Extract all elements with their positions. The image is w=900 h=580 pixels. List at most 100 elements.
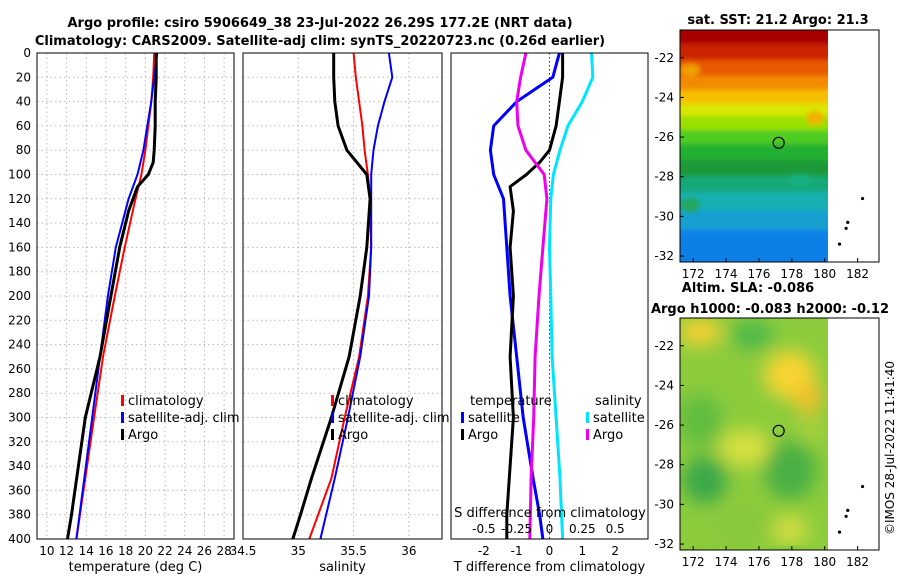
tdiff-x-tick-label: 2 [611, 544, 619, 558]
legend-swatch [331, 429, 334, 440]
map-y-tick-label: -28 [654, 170, 674, 184]
temp-x-tick-label: 24 [177, 544, 192, 558]
depth-tick-label: 220 [8, 313, 31, 327]
argo-position-marker [772, 136, 785, 149]
sdiff-tick-label: 0.5 [606, 522, 625, 536]
temp-x-tick-label: 18 [118, 544, 133, 558]
depth-tick-label: 380 [8, 508, 31, 522]
map-y-tick-label: -22 [654, 339, 674, 353]
island-marker [846, 220, 850, 224]
legend-label: climatology [338, 394, 414, 409]
map-y-tick-label: -24 [654, 378, 674, 392]
map-x-tick-label: 178 [780, 267, 803, 281]
depth-tick-label: 140 [8, 216, 31, 230]
panel-frame [450, 52, 649, 540]
map-y-tick-label: -26 [654, 130, 674, 144]
legend-swatch [331, 412, 334, 423]
depth-tick-label: 100 [8, 168, 31, 182]
legend-label: Argo [338, 428, 368, 443]
depth-tick-label: 80 [16, 143, 31, 157]
temp-x-tick-label: 10 [39, 544, 54, 558]
map-x-tick-label: 174 [715, 555, 738, 569]
argo-line [291, 53, 372, 540]
map-x-tick-label: 180 [813, 267, 836, 281]
island-marker [846, 508, 850, 512]
legend-label: satellite-adj. clim [338, 411, 450, 426]
temp-diff-argo-line [505, 53, 565, 539]
legend-temperature-title: temperature [470, 394, 552, 409]
legend-label: climatology [128, 394, 204, 409]
legend-swatch [121, 395, 124, 406]
temp-x-tick-label: 20 [138, 544, 153, 558]
depth-tick-label: 20 [16, 70, 31, 84]
map-y-tick-label: -32 [654, 537, 674, 551]
legend-label: Argo [128, 428, 158, 443]
legend-swatch [331, 395, 334, 406]
sla-map-subtitle: Argo h1000: -0.083 h2000: -0.12 [651, 302, 889, 317]
map-x-tick-label: 176 [747, 555, 770, 569]
depth-tick-label: 160 [8, 240, 31, 254]
difference-panel: -2 -1 0 1 2 T difference from climatology S di… [450, 52, 649, 575]
tdiff-x-axis-label: T difference from climatology [453, 560, 646, 575]
legend-swatch [461, 412, 464, 423]
legend-label: satellite-adj. clim [128, 411, 240, 426]
map-x-tick-label: 182 [846, 555, 869, 569]
legend-swatch [461, 429, 464, 440]
island-marker [837, 242, 842, 246]
legend-swatch [586, 412, 589, 423]
tdiff-x-tick-label: 1 [579, 544, 587, 558]
temp-x-axis-label: temperature (deg C) [69, 560, 203, 575]
depth-tick-label: 0 [23, 46, 31, 60]
sst-heatmap-field [680, 30, 828, 262]
sdiff-axis-label: S difference from climatology [454, 506, 646, 521]
legend-label: satellite [468, 411, 520, 426]
depth-tick-label: 240 [8, 338, 31, 352]
sal-x-tick-label: 35 [291, 544, 306, 558]
tdiff-x-tick-label: 0 [546, 544, 554, 558]
depth-tick-label: 40 [16, 95, 31, 109]
temp-x-tick-label: 16 [98, 544, 113, 558]
legend-swatch [121, 429, 124, 440]
depth-tick-label: 340 [8, 459, 31, 473]
imos-timestamp: ©IMOS 28-Jul-2022 11:41:40 [883, 361, 897, 535]
panel-frame [36, 52, 235, 540]
satellite-clim-line [75, 52, 159, 540]
island-marker [844, 226, 848, 230]
figure-title-line1: Argo profile: csiro 5906649_38 23-Jul-20… [67, 16, 572, 31]
sal-x-tick-label: 35.5 [340, 544, 367, 558]
tdiff-x-tick-label: -1 [511, 544, 523, 558]
legend-swatch [121, 412, 124, 423]
depth-tick-label: 300 [8, 411, 31, 425]
sdiff-tick-label: 0.25 [569, 522, 596, 536]
map-x-tick-label: 174 [715, 267, 738, 281]
depth-tick-label: 200 [8, 289, 31, 303]
legend-label: Argo [468, 428, 498, 443]
sal-diff-satellite-line [548, 52, 595, 540]
depth-tick-label: 400 [8, 532, 31, 546]
depth-tick-label: 180 [8, 265, 31, 279]
map-x-tick-label: 176 [747, 267, 770, 281]
legend-salinity-title: salinity [595, 394, 642, 409]
temp-x-tick-label: 22 [157, 544, 172, 558]
map-y-tick-label: -28 [654, 458, 674, 472]
argo-line [66, 53, 158, 540]
sdiff-tick-label: -0.25 [501, 522, 532, 536]
depth-tick-label: 280 [8, 386, 31, 400]
map-y-tick-label: -30 [654, 209, 674, 223]
sla-map-title: Altim. SLA: -0.086 [682, 281, 814, 296]
sst-map: sat. SST: 21.2 Argo: 21.3 [654, 13, 880, 281]
island-marker [844, 514, 848, 518]
island-marker [837, 530, 842, 534]
sla-map: Altim. SLA: -0.086 Argo h1000: -0.083 h2… [651, 281, 889, 569]
temp-x-tick-label: 12 [59, 544, 74, 558]
map-y-tick-label: -24 [654, 90, 674, 104]
argo-position-marker [772, 424, 785, 437]
sal-x-tick-label: 34.5 [230, 544, 257, 558]
sal-x-axis-label: salinity [319, 560, 366, 575]
map-y-tick-label: -32 [654, 249, 674, 263]
temp-x-tick-label: 26 [197, 544, 212, 558]
figure-title-line2: Climatology: CARS2009. Satellite-adj cli… [35, 34, 605, 49]
map-x-tick-label: 172 [682, 555, 705, 569]
